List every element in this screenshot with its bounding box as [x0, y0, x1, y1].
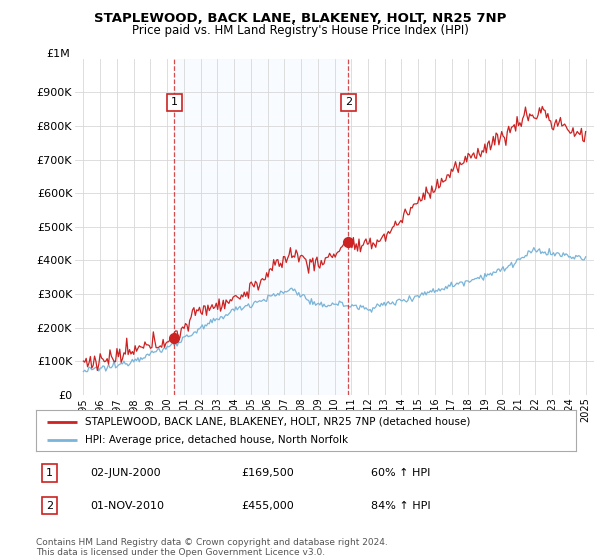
Text: HPI: Average price, detached house, North Norfolk: HPI: Average price, detached house, Nort… — [85, 435, 348, 445]
Text: Price paid vs. HM Land Registry's House Price Index (HPI): Price paid vs. HM Land Registry's House … — [131, 24, 469, 36]
Text: 02-JUN-2000: 02-JUN-2000 — [90, 468, 161, 478]
Bar — [174, 59, 349, 395]
Text: 2: 2 — [46, 501, 53, 511]
Text: 2: 2 — [345, 97, 352, 108]
Text: Contains HM Land Registry data © Crown copyright and database right 2024.
This d: Contains HM Land Registry data © Crown c… — [36, 538, 388, 557]
Text: £169,500: £169,500 — [241, 468, 294, 478]
Text: 1: 1 — [46, 468, 53, 478]
Text: £1M: £1M — [46, 49, 70, 59]
Text: £455,000: £455,000 — [241, 501, 294, 511]
Text: 60% ↑ HPI: 60% ↑ HPI — [371, 468, 430, 478]
Text: STAPLEWOOD, BACK LANE, BLAKENEY, HOLT, NR25 7NP (detached house): STAPLEWOOD, BACK LANE, BLAKENEY, HOLT, N… — [85, 417, 470, 427]
Text: STAPLEWOOD, BACK LANE, BLAKENEY, HOLT, NR25 7NP: STAPLEWOOD, BACK LANE, BLAKENEY, HOLT, N… — [94, 12, 506, 25]
Text: 01-NOV-2010: 01-NOV-2010 — [90, 501, 164, 511]
Text: 84% ↑ HPI: 84% ↑ HPI — [371, 501, 430, 511]
Text: 1: 1 — [170, 97, 178, 108]
